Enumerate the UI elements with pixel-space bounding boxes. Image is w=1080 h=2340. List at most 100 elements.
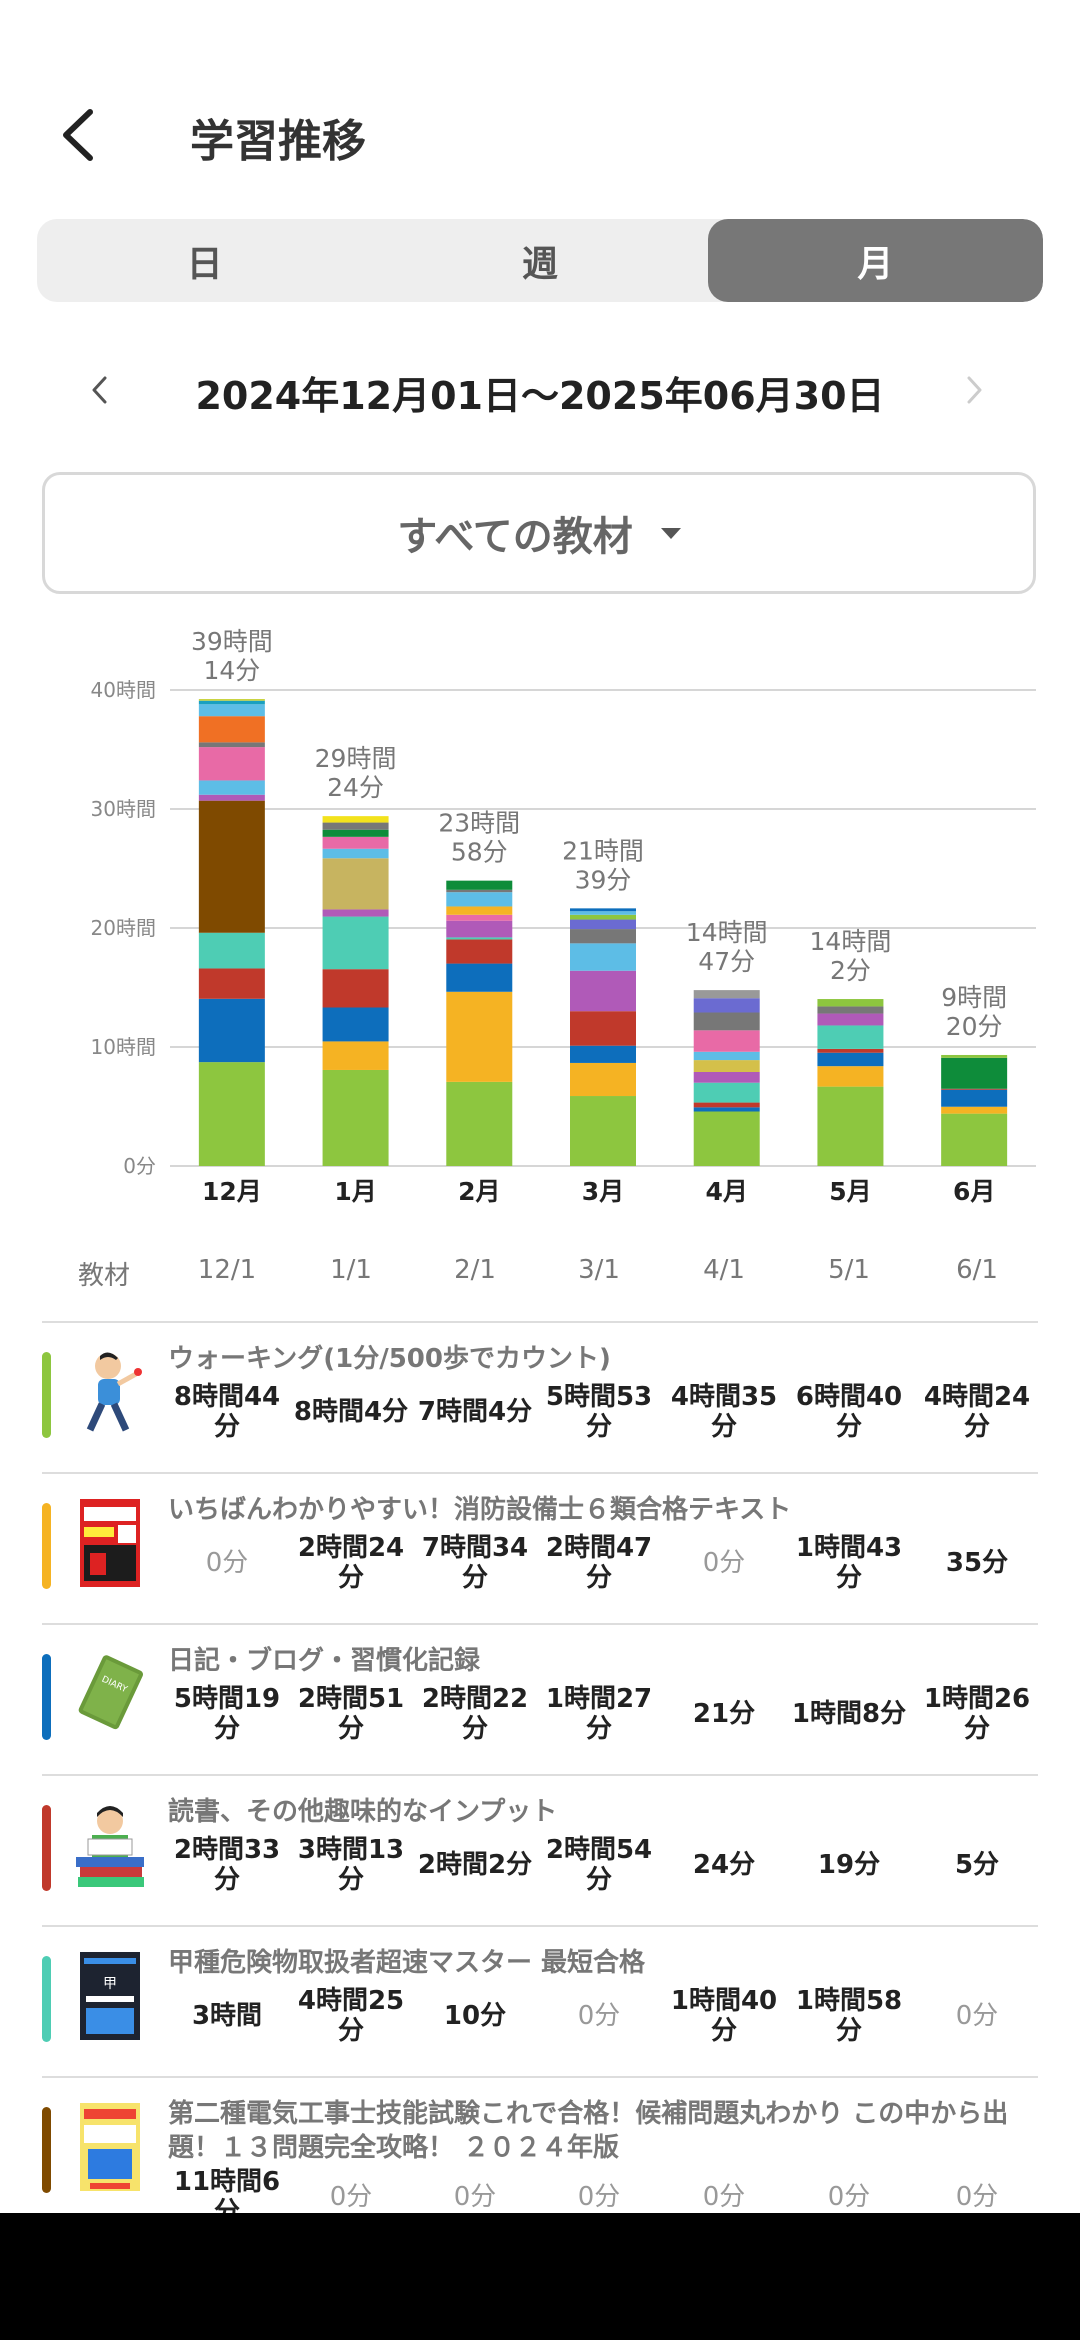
time-cell: 8時間4分 [289, 1397, 413, 1427]
material-name: ウォーキング(1分/500歩でカウント) [168, 1344, 611, 1374]
material-dropdown[interactable]: すべての教材 [42, 472, 1036, 594]
time-cell: 5分 [915, 1850, 1039, 1880]
prev-period-icon[interactable] [88, 373, 112, 407]
time-cell-line: 2時間24 [297, 1533, 405, 1563]
x-tick-label: 3月 [582, 1177, 624, 1206]
bar-segment [941, 1057, 1008, 1089]
bar-segment [322, 836, 389, 849]
time-cell-line: 3時間13 [297, 1835, 405, 1865]
time-cell-line: 8時間4分 [293, 1397, 409, 1427]
x-tick-label: 2月 [458, 1177, 500, 1206]
date-range-text: 2024年12月01日〜2025年06月30日 [195, 374, 885, 418]
bar-segment [322, 1007, 389, 1042]
bar-segment [570, 929, 636, 944]
time-cell-line: 分 [461, 1563, 488, 1593]
hazmat-book-cover-icon: 甲 [80, 1952, 140, 2040]
time-cell-line: 分 [337, 1865, 364, 1895]
bar-total-label: 2分 [830, 956, 871, 985]
row-divider [42, 1623, 1038, 1625]
bar-segment [693, 1051, 760, 1061]
bar-segment [941, 1113, 1008, 1166]
bar-segment [322, 916, 389, 970]
tab-day[interactable]: 日 [186, 243, 223, 285]
x-tick-label: 5月 [829, 1177, 871, 1206]
time-cell-line: 0分 [955, 2182, 999, 2212]
bar-segment [322, 848, 389, 859]
row-divider [42, 1321, 1038, 1323]
time-cell-line: 0分 [702, 1548, 746, 1578]
bar-segment [446, 880, 513, 890]
bar-total-label: 39分 [575, 865, 632, 894]
bar-segment [817, 999, 884, 1007]
bar-segment [817, 1066, 884, 1087]
time-cell-line: 5時間53 [545, 1382, 653, 1412]
time-cell: 2時間54 分 [537, 1835, 661, 1895]
bar-total-label: 23時間 [438, 809, 520, 838]
time-cell-line: 0分 [702, 2182, 746, 2212]
time-cell-line: 分 [337, 1714, 364, 1744]
bar-segment [446, 906, 513, 915]
time-cell-line: 21分 [692, 1699, 756, 1729]
bar-segment [198, 716, 265, 743]
time-cell: 2時間22 分 [413, 1684, 537, 1744]
time-cell-line: 35分 [945, 1548, 1009, 1578]
bar-segment [693, 990, 760, 999]
time-cell: 0分 [537, 2182, 661, 2212]
time-cell-line: 0分 [205, 1548, 249, 1578]
next-period-icon[interactable] [962, 373, 986, 407]
table-header-col: 12/1 [197, 1255, 257, 1285]
time-cell: 1時間58 分 [787, 1986, 911, 2046]
table-header-col: 6/1 [956, 1255, 998, 1285]
time-cell-line: 4時間35 [670, 1382, 778, 1412]
bar-segment [198, 998, 265, 1063]
table-row[interactable]: いちばんわかりやすい！消防設備士６類合格テキスト 0分 2時間24 分 7時間34 分 2時… [0, 1473, 1080, 1623]
bar-segment [198, 932, 265, 969]
bar-segment [693, 1107, 760, 1112]
back-button[interactable] [50, 100, 110, 170]
time-cell-line: 10分 [443, 2001, 507, 2031]
time-cell-line: 分 [835, 2016, 862, 2046]
bar-segment [693, 1102, 760, 1108]
bar-segment [693, 1060, 760, 1072]
bar-segment [198, 800, 265, 933]
bar-segment [817, 1052, 884, 1067]
table-row[interactable]: 甲甲種危険物取扱者超速マスター 最短合格 3時間 4時間25 分 10分 0分 1時間40 分… [0, 1926, 1080, 2076]
bar-segment [446, 914, 513, 921]
material-thumbnail [70, 1495, 150, 1591]
bar-segment [570, 911, 636, 915]
table-row[interactable]: ウォーキング(1分/500歩でカウント) 8時間44 分 8時間4分 7時間4分 5時間5… [0, 1322, 1080, 1472]
time-cell-line: 2時間22 [421, 1684, 529, 1714]
header: 学習推移 [0, 0, 1080, 200]
tab-month[interactable]: 月 [707, 219, 1043, 302]
time-cell: 10分 [413, 2001, 537, 2031]
time-cell-line: 0分 [577, 2001, 621, 2031]
y-tick-label: 20時間 [91, 916, 156, 940]
bar-segment [817, 1025, 884, 1049]
bar-segment [570, 970, 636, 1012]
table-row[interactable]: 第二種電気工事士技能試験これで合格！候補問題丸わかり この中から出題！１３問題完… [0, 2077, 1080, 2227]
table-row[interactable]: 読書、その他趣味的なインプット 2時間33 分 3時間13 分 2時間2分 2時間54 分 24… [0, 1775, 1080, 1925]
material-thumbnail: DIARY [70, 1646, 150, 1742]
bar-total-label: 29時間 [315, 744, 397, 773]
table-header-col: 5/1 [828, 1255, 870, 1285]
table-header-col: 1/1 [330, 1255, 372, 1285]
time-cell-line: 分 [337, 1563, 364, 1593]
tab-week[interactable]: 週 [521, 243, 558, 285]
time-cell-line: 4時間25 [297, 1986, 405, 2016]
time-cell-line: 1時間26 [923, 1684, 1031, 1714]
time-cell: 3時間13 分 [289, 1835, 413, 1895]
material-color-bar [42, 1352, 51, 1438]
time-cell: 8時間44 分 [165, 1382, 289, 1442]
bar-total-label: 20分 [946, 1012, 1003, 1041]
time-cell-line: 2時間47 [545, 1533, 653, 1563]
table-header-col: 2/1 [454, 1255, 496, 1285]
table-header-col: 4/1 [703, 1255, 745, 1285]
material-thumbnail [70, 1797, 150, 1893]
bar-segment [322, 816, 389, 823]
time-cell-line: 1時間43 [795, 1533, 903, 1563]
table-row[interactable]: DIARY 日記・ブログ・習慣化記録 5時間19 分 2時間51 分 2時間22 分 1時間27… [0, 1624, 1080, 1774]
bar-segment [322, 822, 389, 830]
table-header-material: 教材 [77, 1261, 130, 1291]
table-header-col: 3/1 [578, 1255, 620, 1285]
